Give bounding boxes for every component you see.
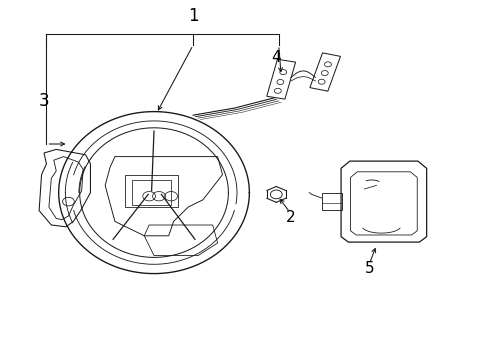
Text: 1: 1 [187, 7, 198, 25]
Text: 3: 3 [39, 92, 49, 110]
Text: 2: 2 [285, 210, 295, 225]
Text: 4: 4 [271, 50, 281, 65]
Text: 5: 5 [364, 261, 373, 276]
